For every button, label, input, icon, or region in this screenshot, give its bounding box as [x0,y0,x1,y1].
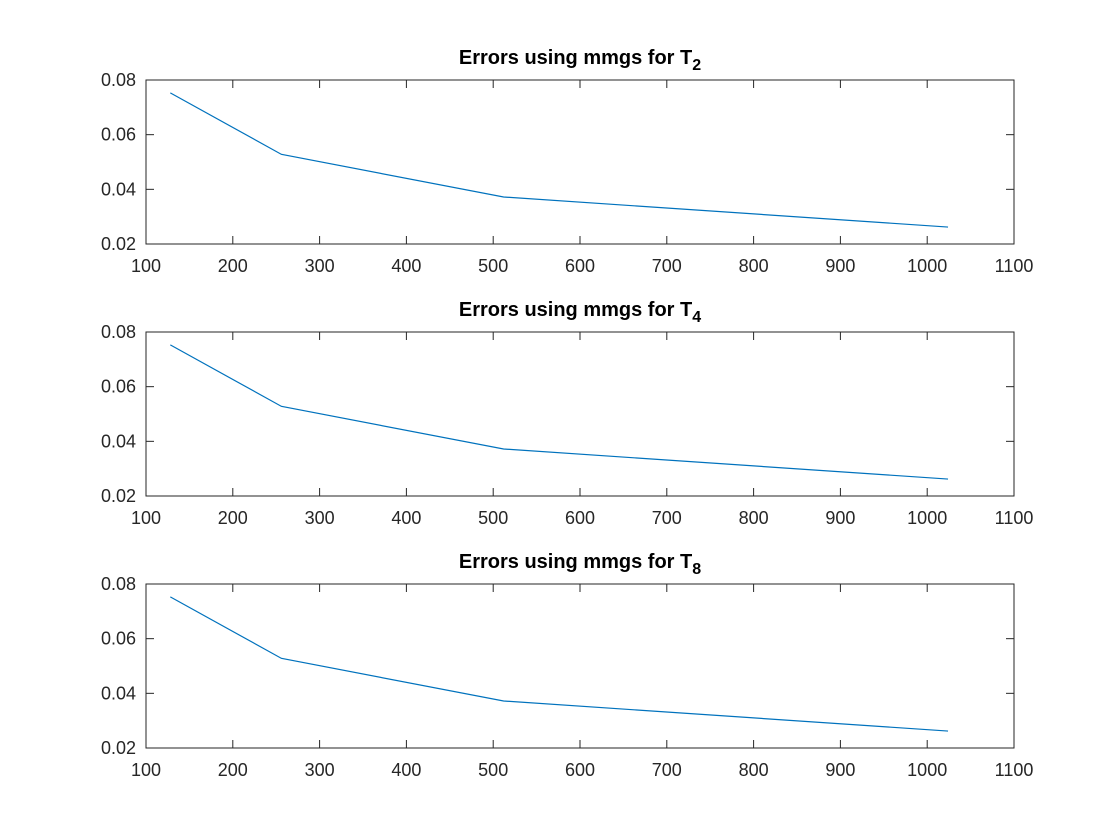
axes-box [145,331,1015,497]
axes-box [145,79,1015,245]
x-tick-label: 600 [565,256,595,276]
x-tick-label: 100 [131,256,161,276]
subplot-title: Errors using mmgs for T8 [459,551,701,578]
subplot-title-subscript: 4 [692,309,701,326]
subplot-title: Errors using mmgs for T4 [459,299,701,326]
x-tick-label: 1000 [907,760,947,780]
x-tick-label: 300 [305,508,335,528]
subplot-2: Errors using mmgs for T4 100 200 300 400 500 6… [101,299,1033,528]
x-tick-label: 200 [218,256,248,276]
subplot-title: Errors using mmgs for T2 [459,47,701,74]
x-tick-label: 300 [305,256,335,276]
y-tick-label: 0.04 [101,179,136,199]
x-tick-label: 200 [218,508,248,528]
axes-box [145,583,1015,749]
x-tick-label: 1000 [907,256,947,276]
y-tick-label: 0.02 [101,486,136,506]
x-tick-label: 1100 [995,256,1034,276]
x-tick-label: 500 [478,508,508,528]
x-tick-label: 700 [652,508,682,528]
x-tick-label: 800 [739,508,769,528]
x-tick-label: 400 [391,256,421,276]
x-tick-label: 1100 [995,508,1034,528]
x-tick-label: 1000 [907,508,947,528]
series-line [170,92,949,228]
x-tick-label: 600 [565,508,595,528]
x-tick-label: 400 [391,508,421,528]
series-line [170,344,949,480]
y-tick-label: 0.04 [101,683,136,703]
y-tick-label: 0.06 [101,629,136,649]
subplot-title-main: Errors using mmgs for T [459,551,692,573]
x-tick-label: 1100 [995,760,1034,780]
x-tick-label: 400 [391,760,421,780]
x-tick-label: 900 [825,256,855,276]
y-tick-label: 0.06 [101,377,136,397]
x-tick-label: 800 [739,760,769,780]
x-tick-label: 100 [131,508,161,528]
y-tick-label: 0.08 [101,70,136,90]
x-tick-label: 900 [825,508,855,528]
x-tick-label: 800 [739,256,769,276]
subplot-1: Errors using mmgs for T2 100 200 300 400 500 6… [101,47,1033,276]
subplot-title-subscript: 8 [692,561,701,578]
x-tick-label: 500 [478,256,508,276]
x-tick-label: 500 [478,760,508,780]
subplot-3: Errors using mmgs for T8 100 200 300 400 500 6… [101,551,1033,780]
subplot-title-main: Errors using mmgs for T [459,299,692,321]
x-tick-label: 600 [565,760,595,780]
y-tick-label: 0.02 [101,234,136,254]
subplot-title-subscript: 2 [692,57,701,74]
x-tick-label: 200 [218,760,248,780]
x-tick-label: 100 [131,760,161,780]
x-tick-label: 300 [305,760,335,780]
x-tick-label: 700 [652,256,682,276]
y-tick-label: 0.08 [101,574,136,594]
y-tick-label: 0.06 [101,125,136,145]
x-tick-label: 900 [825,760,855,780]
y-tick-label: 0.08 [101,322,136,342]
y-tick-label: 0.04 [101,431,136,451]
subplot-title-main: Errors using mmgs for T [459,47,692,69]
series-line [170,596,949,732]
y-tick-label: 0.02 [101,738,136,758]
x-tick-label: 700 [652,760,682,780]
